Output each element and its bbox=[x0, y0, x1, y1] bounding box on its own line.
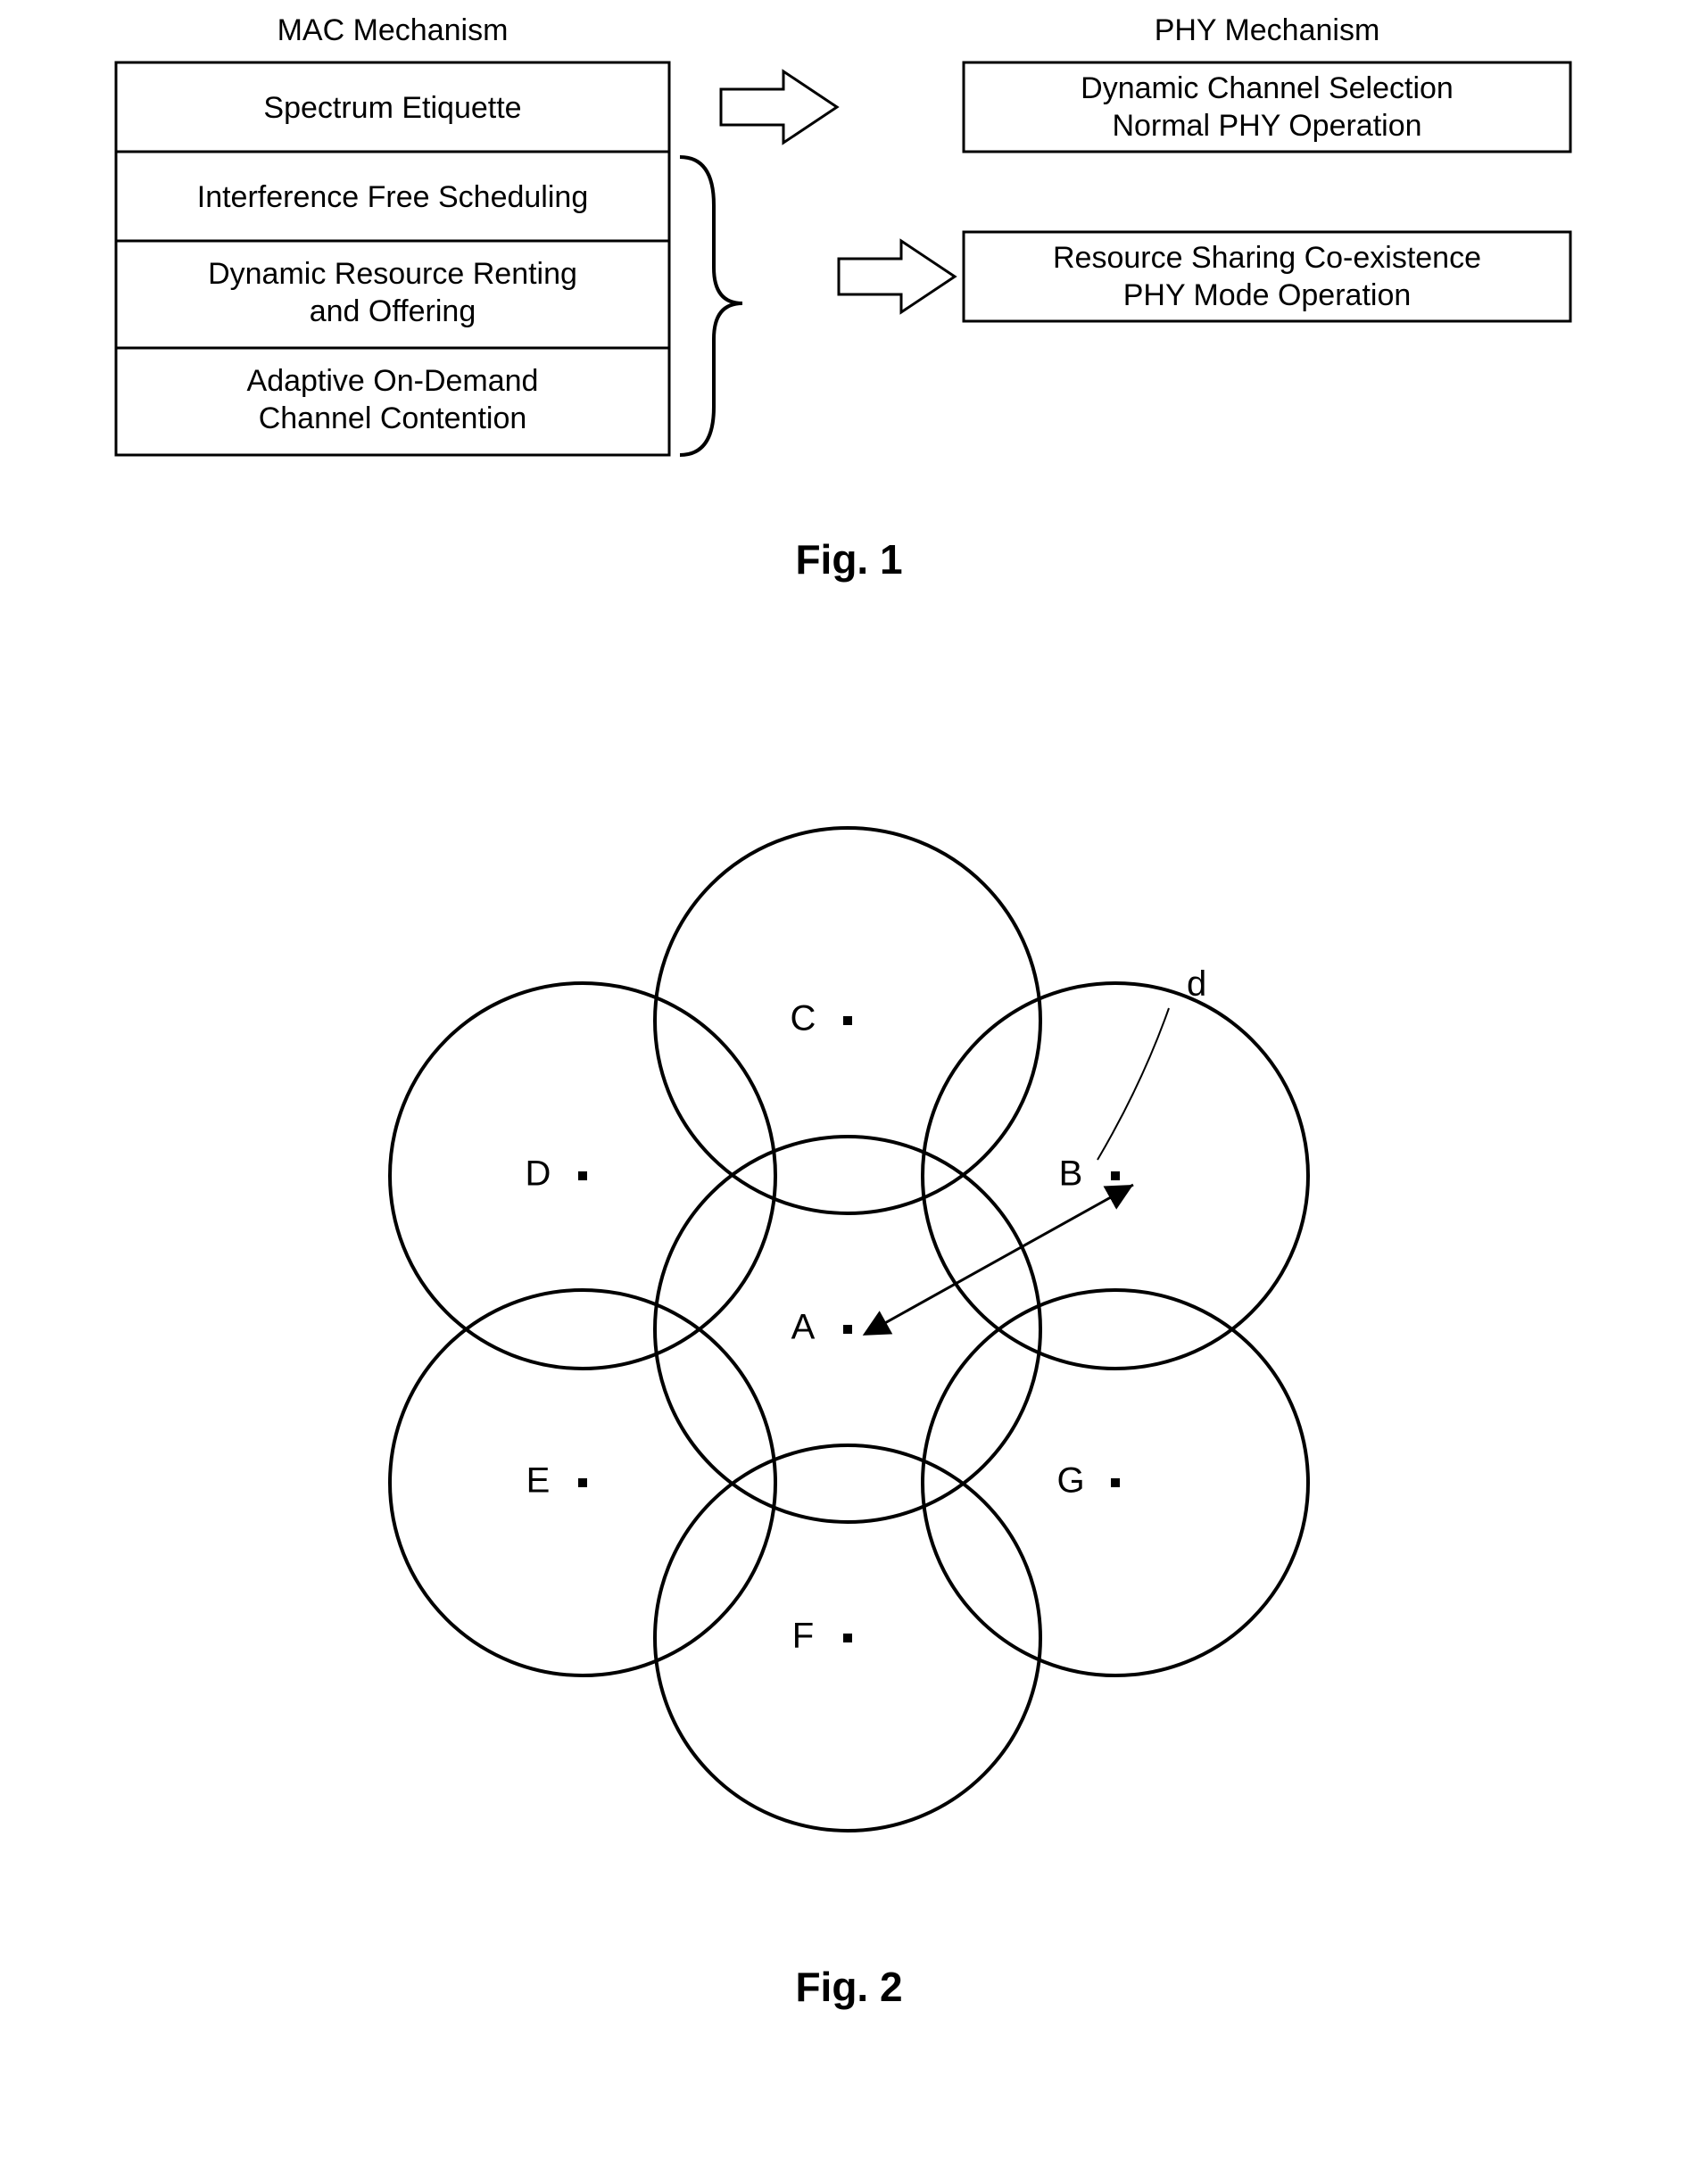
fig2-svg: A B C D E F G d bbox=[330, 803, 1365, 1998]
phy-item-1-l2: PHY Mode Operation bbox=[1123, 278, 1412, 312]
phy-header: PHY Mechanism bbox=[1155, 13, 1380, 47]
phy-item-1-l1: Resource Sharing Co-existence bbox=[1053, 241, 1481, 275]
mac-header: MAC Mechanism bbox=[277, 13, 509, 47]
cell-label-C: C bbox=[791, 999, 816, 1038]
fig1-svg: MAC Mechanism PHY Mechanism Spectrum Eti… bbox=[0, 0, 1698, 553]
phy-item-0-l2: Normal PHY Operation bbox=[1112, 109, 1421, 143]
mac-item-1: Interference Free Scheduling bbox=[197, 180, 588, 214]
cell-label-F: F bbox=[792, 1617, 814, 1656]
mac-item-2-l1: Dynamic Resource Renting bbox=[208, 257, 577, 291]
phy-column: Dynamic Channel Selection Normal PHY Ope… bbox=[964, 62, 1570, 321]
distance-line bbox=[867, 1185, 1133, 1333]
cell-label-G: G bbox=[1056, 1461, 1084, 1501]
fig2-caption: Fig. 2 bbox=[0, 1963, 1698, 2011]
arrow-1 bbox=[721, 71, 837, 143]
cell-dot-D bbox=[578, 1171, 587, 1180]
cell-dot-B bbox=[1111, 1171, 1120, 1180]
cell-dot-C bbox=[843, 1016, 852, 1025]
cell-label-E: E bbox=[526, 1461, 551, 1501]
phy-item-0-l1: Dynamic Channel Selection bbox=[1081, 71, 1454, 105]
cell-label-B: B bbox=[1059, 1154, 1083, 1194]
cell-dot-A bbox=[843, 1325, 852, 1334]
mac-item-3-l1: Adaptive On-Demand bbox=[247, 364, 539, 398]
fig1-caption: Fig. 1 bbox=[0, 535, 1698, 583]
cell-label-D: D bbox=[526, 1154, 551, 1194]
d-label: d bbox=[1187, 964, 1206, 1004]
cell-dot-G bbox=[1111, 1478, 1120, 1487]
mac-item-3-l2: Channel Contention bbox=[259, 401, 527, 435]
arrow-2 bbox=[839, 241, 955, 312]
cell-dot-E bbox=[578, 1478, 587, 1487]
cells: A B C D E F G bbox=[390, 828, 1308, 1831]
mac-item-2-l2: and Offering bbox=[310, 294, 476, 328]
page: MAC Mechanism PHY Mechanism Spectrum Eti… bbox=[0, 0, 1698, 2184]
mac-column: Spectrum Etiquette Interference Free Sch… bbox=[116, 62, 669, 455]
cell-label-A: A bbox=[791, 1308, 816, 1347]
cell-dot-F bbox=[843, 1634, 852, 1642]
brace bbox=[680, 157, 742, 455]
d-callout bbox=[1097, 1008, 1169, 1160]
mac-item-0: Spectrum Etiquette bbox=[263, 91, 521, 125]
